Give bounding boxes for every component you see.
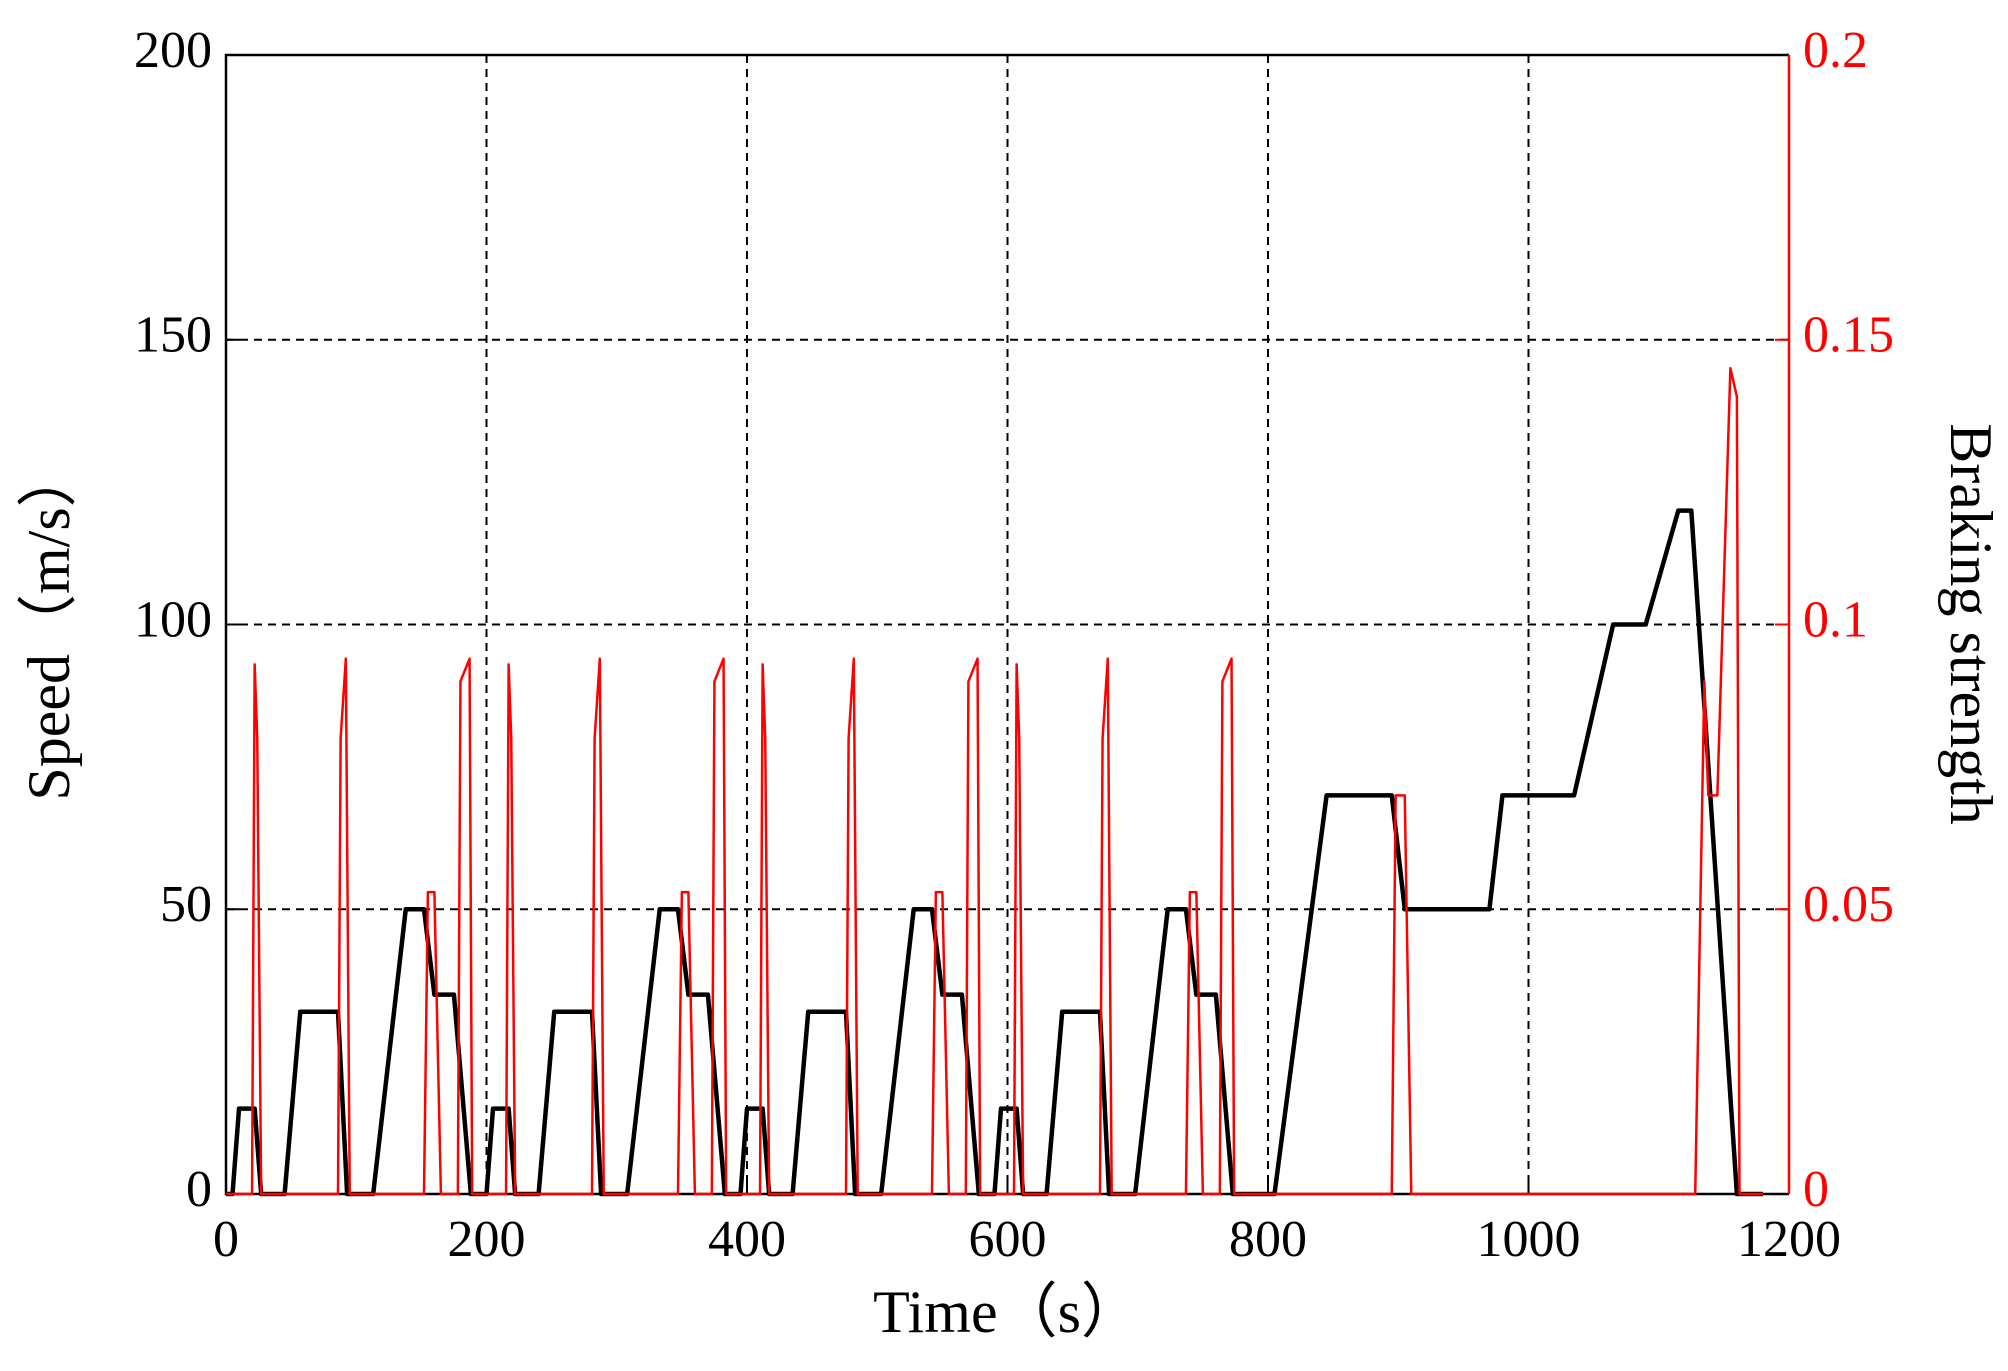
x-tick-label: 600 xyxy=(969,1211,1047,1268)
x-tick-label: 1200 xyxy=(1737,1211,1841,1268)
y2-tick-label: 0 xyxy=(1803,1161,1829,1218)
y-tick-label: 50 xyxy=(160,876,212,933)
x-tick-label: 0 xyxy=(213,1211,239,1268)
x-axis-title: Time（s） xyxy=(873,1279,1141,1345)
series-line xyxy=(226,366,1763,1196)
y-tick-label: 200 xyxy=(134,22,212,79)
x-tick-label: 1000 xyxy=(1477,1211,1581,1268)
y2-tick-label: 0.2 xyxy=(1803,22,1868,79)
y-tick-label: 150 xyxy=(134,307,212,364)
y-axis-title: Speed（m/s） xyxy=(16,447,82,800)
series-line xyxy=(226,508,1763,1197)
y2-tick-label: 0.05 xyxy=(1803,876,1894,933)
x-tick-label: 400 xyxy=(708,1211,786,1268)
y-tick-label: 0 xyxy=(186,1161,212,1218)
x-tick-label: 200 xyxy=(448,1211,526,1268)
y-tick-label: 100 xyxy=(134,591,212,648)
y2-tick-label: 0.1 xyxy=(1803,591,1868,648)
y2-tick-label: 0.15 xyxy=(1803,307,1894,364)
x-tick-label: 800 xyxy=(1229,1211,1307,1268)
y2-axis-title: Braking strength xyxy=(1938,423,2004,825)
